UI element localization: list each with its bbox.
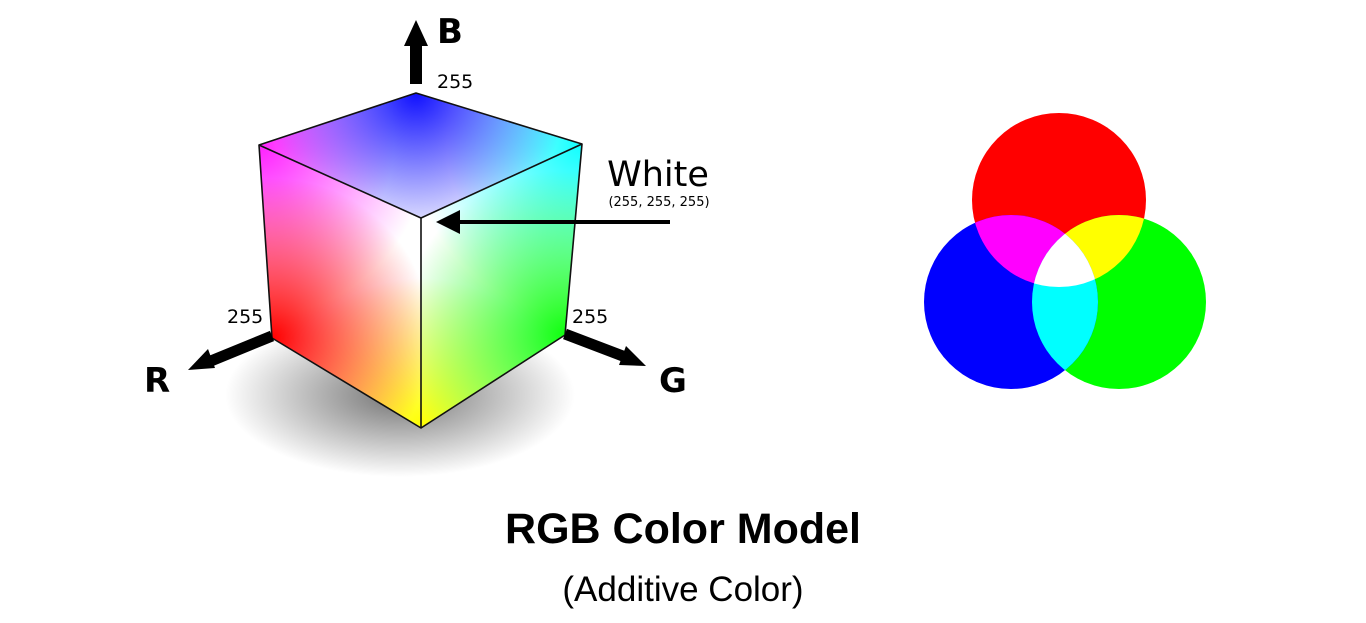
white-overlap — [1032, 215, 1098, 287]
g-axis-max: 255 — [572, 306, 608, 328]
additive-venn — [924, 113, 1206, 389]
g-axis-label: G — [659, 361, 687, 401]
caption-title: RGB Color Model — [505, 505, 861, 553]
b-axis-max: 255 — [437, 71, 473, 93]
r-axis-label: R — [144, 361, 170, 401]
r-axis-arrow — [188, 330, 275, 370]
white-label: White — [607, 155, 709, 195]
caption-subtitle: (Additive Color) — [562, 570, 803, 609]
g-axis-arrow — [563, 328, 646, 366]
cube-edges — [258, 92, 583, 429]
b-axis-label: B — [437, 12, 463, 52]
cube-right-face — [421, 144, 582, 428]
r-axis-max: 255 — [227, 306, 263, 328]
rgb-cube: B 255 R 255 G 255 White (255, 255, 255) — [144, 12, 710, 477]
cube-left-face — [259, 145, 421, 428]
b-axis-arrow — [404, 20, 428, 84]
white-value: (255, 255, 255) — [608, 195, 709, 210]
cube-top-face — [259, 93, 582, 218]
white-pointer-arrow — [436, 210, 670, 234]
